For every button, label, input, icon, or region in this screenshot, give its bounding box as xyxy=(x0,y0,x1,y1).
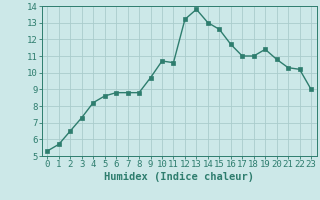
X-axis label: Humidex (Indice chaleur): Humidex (Indice chaleur) xyxy=(104,172,254,182)
